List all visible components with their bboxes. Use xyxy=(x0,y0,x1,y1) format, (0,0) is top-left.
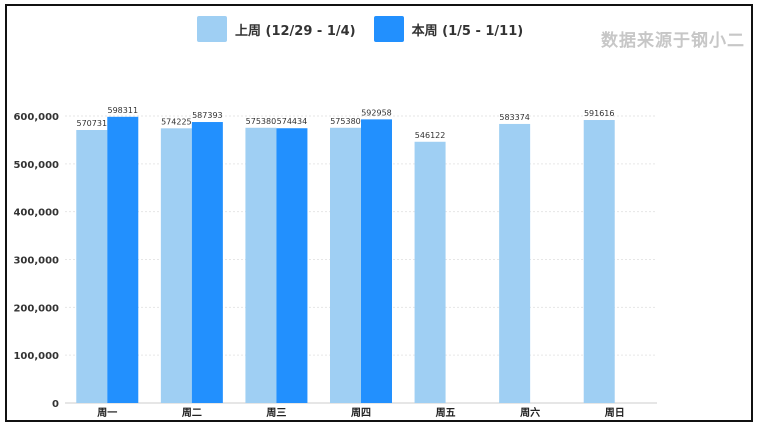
data-label: 583374 xyxy=(499,113,530,122)
bar xyxy=(499,123,531,404)
bar xyxy=(330,127,361,404)
x-tick-label: 周三 xyxy=(266,407,286,419)
x-tick-label: 周四 xyxy=(351,407,371,419)
y-tick-label: 500,000 xyxy=(13,160,59,171)
y-tick-label: 0 xyxy=(52,399,59,410)
legend-item-this-week[interactable]: 本周 (1/5 - 1/11) xyxy=(373,16,524,42)
data-label: 574434 xyxy=(277,117,308,126)
legend-label-this-week: 本周 (1/5 - 1/11) xyxy=(411,23,524,39)
bar xyxy=(160,128,192,403)
x-tick-label: 周五 xyxy=(436,407,456,419)
x-tick-label: 周二 xyxy=(182,407,202,419)
x-tick-label: 周一 xyxy=(97,407,117,419)
chart-frame: 上周 (12/29 - 1/4) 本周 (1/5 - 1/11) 数据来源于钢小… xyxy=(5,4,753,422)
y-tick-label: 200,000 xyxy=(13,303,59,314)
data-label: 546122 xyxy=(415,131,446,140)
data-label: 574225 xyxy=(161,117,192,126)
legend-swatch-this-week xyxy=(373,16,404,42)
x-tick-label: 周日 xyxy=(605,407,625,419)
legend: 上周 (12/29 - 1/4) 本周 (1/5 - 1/11) xyxy=(197,16,523,42)
bar xyxy=(583,120,615,403)
bar-chart: 0 100,000 200,000 300,000 400,000 500,000 600,… xyxy=(13,106,657,419)
data-label: 575380 xyxy=(330,117,361,126)
bar xyxy=(76,130,108,403)
bar xyxy=(276,128,308,403)
data-label: 592958 xyxy=(361,108,392,117)
bar xyxy=(191,122,223,404)
source-note: 数据来源于钢小二 xyxy=(601,31,745,51)
legend-swatch-last-week xyxy=(197,16,227,42)
data-label: 575380 xyxy=(246,117,277,126)
y-tick-label: 400,000 xyxy=(13,208,59,219)
legend-label-last-week: 上周 (12/29 - 1/4) xyxy=(235,23,356,39)
bar xyxy=(245,127,277,404)
y-tick-label: 100,000 xyxy=(13,351,59,362)
data-label: 591616 xyxy=(584,109,615,118)
data-label: 598311 xyxy=(108,106,139,115)
bar xyxy=(414,141,446,403)
data-label: 587393 xyxy=(192,111,223,120)
data-label: 570731 xyxy=(77,119,108,128)
x-tick-label: 周六 xyxy=(520,406,540,419)
y-tick-label: 300,000 xyxy=(13,256,59,267)
bar xyxy=(107,116,139,403)
legend-item-last-week[interactable]: 上周 (12/29 - 1/4) xyxy=(197,16,356,42)
bar xyxy=(361,119,392,404)
y-tick-label: 600,000 xyxy=(13,112,59,123)
